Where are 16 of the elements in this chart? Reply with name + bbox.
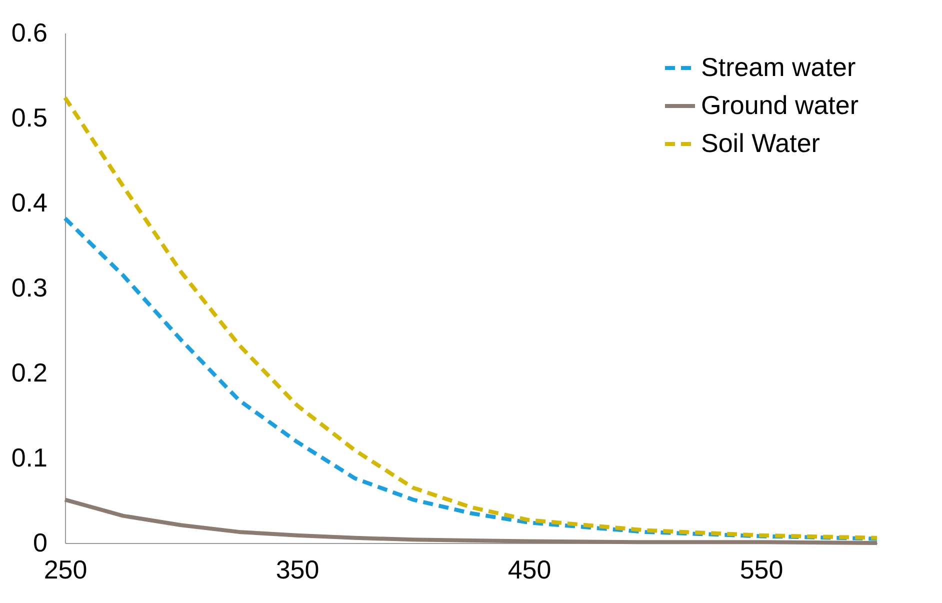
y-tick-label: 0.1 (11, 442, 48, 472)
x-tick-label: 450 (508, 554, 552, 584)
line-series (63, 96, 879, 540)
legend-label: Soil Water (701, 128, 820, 158)
y-tick-label: 0.3 (11, 272, 48, 302)
legend-label: Ground water (701, 90, 859, 120)
x-tick-label: 250 (44, 554, 88, 584)
line-series (63, 216, 879, 541)
y-tick-label: 0.5 (11, 102, 48, 132)
y-tick-label: 0.2 (11, 358, 48, 388)
x-tick-label: 350 (276, 554, 320, 584)
y-tick-label: 0 (33, 528, 48, 558)
y-tick-label: 0.6 (11, 18, 48, 48)
y-tick-label: 0.4 (11, 188, 48, 218)
legend-label: Stream water (701, 52, 856, 82)
x-tick-label: 550 (740, 554, 784, 584)
